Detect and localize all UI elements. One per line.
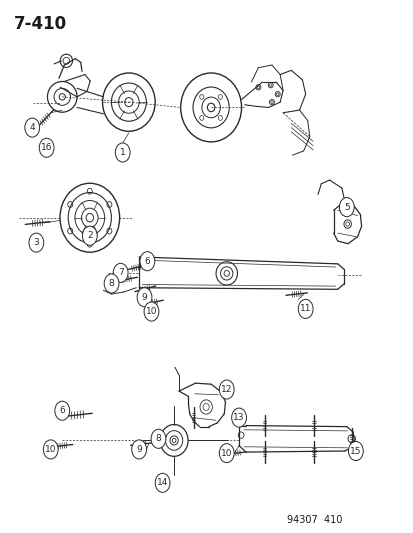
- Circle shape: [43, 440, 58, 459]
- Text: 14: 14: [157, 478, 168, 487]
- Circle shape: [231, 408, 246, 427]
- Text: 6: 6: [144, 257, 150, 265]
- Text: 7-410: 7-410: [14, 14, 66, 33]
- Text: 6: 6: [59, 406, 65, 415]
- Text: 94307  410: 94307 410: [287, 515, 342, 525]
- Circle shape: [144, 302, 159, 321]
- Circle shape: [55, 401, 69, 420]
- Circle shape: [151, 429, 166, 448]
- Circle shape: [339, 198, 354, 216]
- Text: 10: 10: [221, 449, 232, 458]
- Circle shape: [113, 263, 128, 282]
- Text: 4: 4: [29, 123, 35, 132]
- Circle shape: [298, 300, 312, 318]
- Circle shape: [137, 288, 152, 307]
- Text: 9: 9: [136, 445, 142, 454]
- Text: 8: 8: [109, 279, 114, 288]
- Text: 10: 10: [45, 445, 56, 454]
- Circle shape: [155, 473, 170, 492]
- Circle shape: [104, 274, 119, 293]
- Text: 2: 2: [87, 231, 93, 240]
- Text: 12: 12: [221, 385, 232, 394]
- Circle shape: [39, 138, 54, 157]
- Text: 11: 11: [299, 304, 311, 313]
- Text: 1: 1: [119, 148, 125, 157]
- Circle shape: [348, 441, 362, 461]
- Text: 9: 9: [141, 293, 147, 302]
- Text: 16: 16: [41, 143, 52, 152]
- Circle shape: [219, 443, 234, 463]
- Text: 15: 15: [349, 447, 361, 456]
- Text: 13: 13: [233, 413, 244, 422]
- Text: 8: 8: [155, 434, 161, 443]
- Circle shape: [131, 440, 146, 459]
- Text: 5: 5: [343, 203, 349, 212]
- Circle shape: [29, 233, 44, 252]
- Circle shape: [140, 252, 154, 271]
- Circle shape: [219, 380, 234, 399]
- Text: 10: 10: [145, 307, 157, 316]
- Circle shape: [25, 118, 40, 137]
- Text: 7: 7: [117, 268, 123, 277]
- Circle shape: [82, 226, 97, 245]
- Text: 3: 3: [33, 238, 39, 247]
- Circle shape: [115, 143, 130, 162]
